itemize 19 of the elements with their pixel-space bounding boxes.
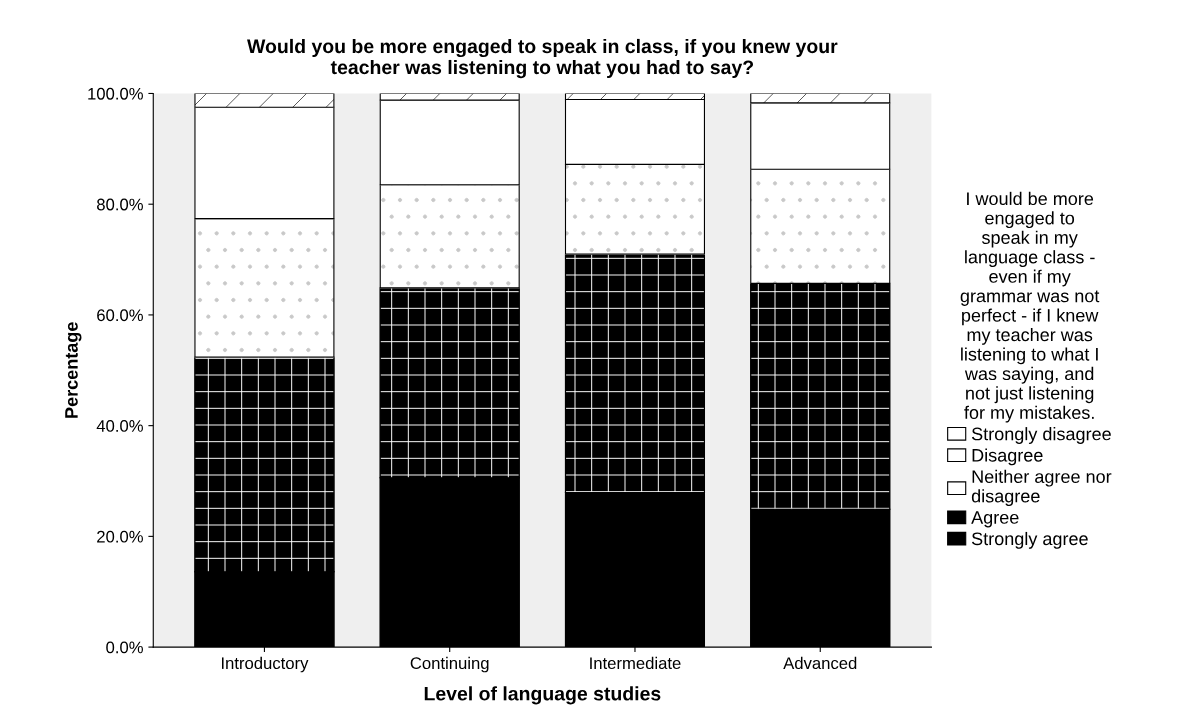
y-tick-label: 40.0% <box>96 420 143 432</box>
y-tick-label: 80.0% <box>97 198 143 211</box>
y-tick-label: 100.0% <box>88 87 143 100</box>
legend-label: Strongly disagree <box>971 427 1111 444</box>
legend-label: Agree <box>971 511 1019 528</box>
x-tick-label: Continuing <box>410 656 489 673</box>
x-axis-title: Level of language studies <box>424 686 661 705</box>
x-tick-label: Introductory <box>221 656 309 673</box>
legend-label: Disagree <box>972 448 1043 466</box>
y-axis-title: Percentage <box>65 322 82 418</box>
text: I would be more engaged to speak in my language class - even if my grammar was not perfect - if I knew my teacher was listening to what I was saying, and not just listening for my mistakes. <box>960 191 1100 423</box>
y-tick-label: 0.0% <box>106 641 143 654</box>
x-tick-label: Advanced <box>783 656 857 670</box>
x-tick-label: Intermediate <box>590 656 681 670</box>
legend-label: Strongly agree <box>971 531 1088 549</box>
legend-label: Neither agree nor disagree <box>971 469 1112 507</box>
y-tick-label: 20.0% <box>97 530 143 543</box>
chart-title: Would you be more engaged to speak in class, if you knew your teacher was listening to what you had to say? <box>247 38 838 79</box>
y-tick-label: 60.0% <box>97 309 143 322</box>
